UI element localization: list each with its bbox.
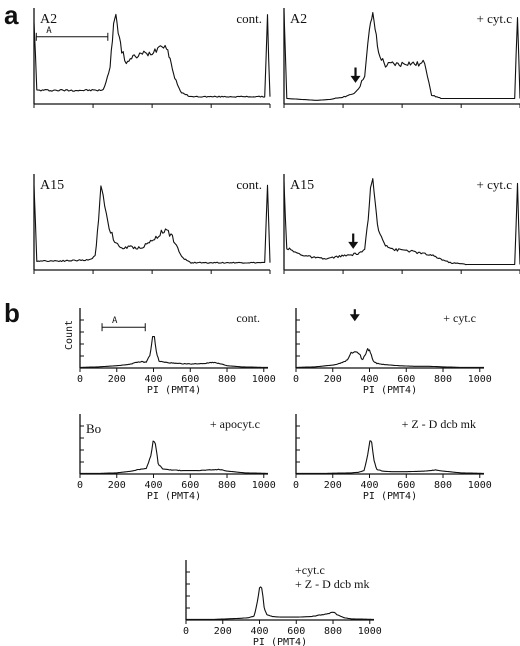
condition-label-line: cont. [236, 177, 262, 192]
x-tick-label: 1000 [252, 480, 276, 491]
histogram-panel-a4: A15 + cyt.c [283, 174, 520, 296]
panel-letter-a: a [4, 0, 19, 30]
histogram-panel-a1: A A2 cont. [33, 8, 271, 130]
series-line [80, 336, 268, 368]
x-axis-label: PI (PMT4) [363, 491, 417, 502]
x-axis-label: PI (PMT4) [253, 637, 307, 646]
sample-label: Bo [86, 421, 102, 436]
sample-label: A2 [40, 12, 58, 27]
panel-letter-b: b [4, 298, 20, 328]
condition-label-line: + apocyt.c [209, 417, 260, 431]
x-tick-label: 0 [77, 374, 83, 385]
condition-label: +cyt.c + Z - D dcb mk [295, 563, 370, 592]
sample-label: A15 [40, 178, 65, 193]
y-axis-label: Count [64, 320, 75, 350]
down-arrow-icon [349, 309, 360, 322]
down-arrow-icon [348, 233, 359, 249]
gate-bracket-label: A [112, 316, 118, 326]
condition-label-line: cont. [236, 11, 262, 26]
x-tick-label: 200 [324, 374, 342, 385]
histogram-svg-a4 [283, 174, 520, 274]
condition-label: + cyt.c [443, 311, 476, 326]
histogram-panel-b2: 0 200 400 600 800 1000 PI (PMT4) + cyt.c [293, 308, 492, 396]
x-tick-label: 800 [434, 480, 452, 491]
condition-label-line: + Z - D dcb mk [295, 576, 370, 591]
x-tick-label: 600 [397, 480, 415, 491]
x-tick-label: 1000 [468, 480, 492, 491]
condition-label: + apocyt.c [209, 417, 260, 432]
x-tick-label: 400 [250, 626, 268, 637]
x-tick-label: 800 [218, 480, 236, 491]
histogram-svg-b2: 0 200 400 600 800 1000 PI (PMT4) [293, 308, 492, 396]
series-line [296, 440, 484, 474]
histogram-panel-a3: A15 cont. [33, 174, 271, 296]
condition-label-line: +cyt.c [295, 563, 325, 577]
x-tick-label: 600 [397, 374, 415, 385]
sample-label: A2 [290, 12, 308, 27]
condition-label: + Z - D dcb mk [401, 417, 476, 432]
x-tick-label: 800 [218, 374, 236, 385]
series-line [33, 13, 271, 98]
x-tick-label: 600 [287, 626, 305, 637]
histogram-panel-b3: 0 200 400 600 800 1000 PI (PMT4) Bo + apocyt.c [77, 414, 276, 502]
condition-label-line: + cyt.c [476, 11, 512, 26]
x-tick-label: 1000 [468, 374, 492, 385]
condition-label: cont. [236, 311, 260, 326]
gate-bracket-label: A [46, 26, 52, 36]
histogram-svg-b4: 0 200 400 600 800 1000 PI (PMT4) [293, 414, 492, 502]
condition-label-line: + cyt.c [476, 177, 512, 192]
condition-label-line: cont. [236, 311, 260, 325]
histogram-panel-b4: 0 200 400 600 800 1000 PI (PMT4) + Z - D dcb mk [293, 414, 492, 502]
histogram-panel-b5: 0 200 400 600 800 1000 PI (PMT4) +cyt.c + Z - D … [183, 560, 382, 646]
histogram-svg-a1: A [33, 8, 271, 108]
x-tick-label: 800 [324, 626, 342, 637]
x-tick-label: 200 [108, 480, 126, 491]
series-line [33, 184, 271, 264]
series-line [283, 11, 520, 101]
x-tick-label: 400 [360, 374, 378, 385]
series-line [80, 440, 268, 474]
condition-label: + cyt.c [476, 11, 512, 27]
condition-label: cont. [236, 177, 262, 193]
x-tick-label: 200 [214, 626, 232, 637]
sample-label: A15 [290, 178, 315, 193]
x-tick-label: 0 [183, 626, 189, 637]
histogram-svg-a2 [283, 8, 520, 108]
x-tick-label: 200 [324, 480, 342, 491]
x-tick-label: 600 [181, 480, 199, 491]
x-axis-label: PI (PMT4) [147, 491, 201, 502]
x-tick-label: 0 [77, 480, 83, 491]
x-tick-label: 600 [181, 374, 199, 385]
histogram-svg-b1: 0 200 400 600 800 1000 PI (PMT4) Count A [64, 308, 276, 396]
x-axis-label: PI (PMT4) [363, 385, 417, 396]
x-tick-label: 1000 [252, 374, 276, 385]
histogram-panel-a2: A2 + cyt.c [283, 8, 520, 130]
condition-label-line: + cyt.c [443, 311, 476, 325]
series-line [296, 348, 484, 368]
histogram-svg-a3 [33, 174, 271, 274]
histogram-svg-b5: 0 200 400 600 800 1000 PI (PMT4) [183, 560, 382, 646]
x-tick-label: 400 [360, 480, 378, 491]
x-tick-label: 400 [144, 374, 162, 385]
condition-label: cont. [236, 11, 262, 27]
x-tick-label: 400 [144, 480, 162, 491]
series-line [283, 178, 520, 266]
x-tick-label: 200 [108, 374, 126, 385]
condition-label: + cyt.c [476, 177, 512, 193]
condition-label-line: + Z - D dcb mk [401, 417, 476, 431]
down-arrow-icon [350, 67, 361, 83]
x-tick-label: 0 [293, 480, 299, 491]
x-tick-label: 800 [434, 374, 452, 385]
histogram-svg-b3: 0 200 400 600 800 1000 PI (PMT4) [77, 414, 276, 502]
x-tick-label: 1000 [358, 626, 382, 637]
series-line [186, 586, 374, 620]
x-axis-label: PI (PMT4) [147, 385, 201, 396]
x-tick-label: 0 [293, 374, 299, 385]
